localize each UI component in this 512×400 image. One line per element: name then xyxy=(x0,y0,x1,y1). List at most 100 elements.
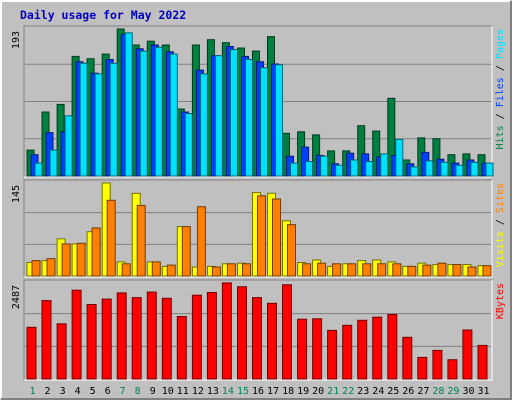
bar-pages-day-26 xyxy=(410,166,419,177)
bar-kbytes-day-24 xyxy=(372,316,383,380)
day-label-14: 14 xyxy=(222,386,234,397)
bar-kbytes-day-29 xyxy=(447,359,458,380)
day-label-28: 28 xyxy=(432,386,444,397)
bar-pages-day-5 xyxy=(94,73,103,177)
bar-pages-day-20 xyxy=(320,155,329,177)
bar-sites-day-14 xyxy=(226,263,236,277)
day-label-16: 16 xyxy=(252,386,264,397)
day-label-27: 27 xyxy=(417,386,429,397)
panel-hits-legend: Hits / Files / Pages xyxy=(495,29,506,149)
bar-kbytes-day-19 xyxy=(297,318,308,380)
bar-sites-day-17 xyxy=(272,198,281,277)
bar-sites-day-28 xyxy=(437,262,447,277)
day-label-17: 17 xyxy=(267,386,279,397)
bar-kbytes-day-27 xyxy=(417,356,428,380)
bar-sites-day-21 xyxy=(332,263,342,277)
day-label-29: 29 xyxy=(447,386,459,397)
day-label-19: 19 xyxy=(297,386,309,397)
bar-kbytes-day-11 xyxy=(176,316,187,380)
panel-visits-max-label: 145 xyxy=(11,185,22,203)
bar-sites-day-3 xyxy=(61,243,71,277)
bar-pages-day-11 xyxy=(184,113,193,177)
bar-sites-day-20 xyxy=(317,262,327,277)
bar-pages-day-27 xyxy=(425,160,434,177)
bar-pages-day-6 xyxy=(109,62,118,177)
legend-separator: / xyxy=(495,213,506,231)
legend-hits: Hits xyxy=(495,125,506,149)
bar-pages-day-28 xyxy=(440,161,449,177)
day-label-25: 25 xyxy=(387,386,399,397)
day-label-9: 9 xyxy=(150,386,156,397)
bar-pages-day-22 xyxy=(350,159,359,177)
legend-visits: Visits xyxy=(495,231,506,267)
bar-kbytes-day-28 xyxy=(432,349,443,380)
bar-pages-day-21 xyxy=(335,164,344,177)
legend-separator: / xyxy=(495,59,506,77)
bar-sites-day-7 xyxy=(121,263,131,277)
day-label-24: 24 xyxy=(372,386,384,397)
bar-kbytes-day-5 xyxy=(86,304,97,380)
day-label-3: 3 xyxy=(60,386,66,397)
chart-panels: 193 Hits / Files / Pages 145 Visits / Sites… xyxy=(11,25,506,381)
day-label-22: 22 xyxy=(342,386,354,397)
bar-sites-day-22 xyxy=(347,263,357,277)
bar-sites-day-19 xyxy=(302,263,312,277)
bar-sites-day-4 xyxy=(76,242,86,277)
panel-kbytes-legend: KBytes xyxy=(495,283,506,319)
legend-kbytes: KBytes xyxy=(495,283,506,319)
panel-visits-bevel xyxy=(24,180,493,278)
bar-sites-day-8 xyxy=(136,204,146,277)
bar-kbytes-day-25 xyxy=(387,314,398,380)
bar-kbytes-day-16 xyxy=(252,297,262,380)
bar-kbytes-day-22 xyxy=(342,324,353,380)
panel-kbytes: 2487 KBytes xyxy=(11,279,506,381)
bar-sites-day-2 xyxy=(46,258,56,277)
bar-sites-day-16 xyxy=(257,195,266,277)
bar-kbytes-day-10 xyxy=(161,297,172,380)
bar-sites-day-30 xyxy=(467,266,477,277)
bar-sites-day-12 xyxy=(196,206,206,277)
bar-sites-day-27 xyxy=(422,264,432,277)
bar-pages-day-1 xyxy=(34,162,43,177)
legend-sites: Sites xyxy=(495,183,506,213)
legend-files: Files xyxy=(495,77,506,107)
bar-kbytes-day-1 xyxy=(26,326,37,380)
bar-pages-day-30 xyxy=(470,161,479,177)
panel-visits: 145 Visits / Sites xyxy=(11,179,506,278)
bar-sites-day-6 xyxy=(106,199,116,277)
series-sites xyxy=(31,195,492,277)
bar-pages-day-23 xyxy=(365,161,374,177)
bar-kbytes-day-9 xyxy=(146,291,157,380)
day-label-15: 15 xyxy=(237,386,249,397)
bar-sites-day-18 xyxy=(287,224,296,277)
bar-pages-day-2 xyxy=(49,149,58,177)
day-label-5: 5 xyxy=(90,386,96,397)
bar-kbytes-day-7 xyxy=(116,292,127,380)
bar-pages-day-25 xyxy=(395,138,404,177)
x-axis-day-labels: 1 2 3 4 5 6 7 8 9 10 11 12 13 14 15 16 17 18 19 20 21 22 23 24 2… xyxy=(29,386,489,397)
bar-kbytes-day-17 xyxy=(267,302,277,380)
bar-pages-day-24 xyxy=(380,153,389,177)
panel-hits: 193 Hits / Files / Pages xyxy=(11,25,506,178)
day-label-10: 10 xyxy=(162,386,174,397)
day-label-2: 2 xyxy=(44,386,50,397)
bar-pages-day-9 xyxy=(154,46,163,177)
day-label-23: 23 xyxy=(357,386,369,397)
bar-pages-day-7 xyxy=(124,32,133,177)
bar-kbytes-day-18 xyxy=(282,284,292,380)
day-label-21: 21 xyxy=(327,386,339,397)
day-label-30: 30 xyxy=(462,386,474,397)
bar-kbytes-day-31 xyxy=(477,344,488,380)
panel-kbytes-max-label: 2487 xyxy=(11,285,22,309)
bar-pages-day-16 xyxy=(260,67,268,177)
bar-sites-day-15 xyxy=(242,263,251,277)
bar-pages-day-31 xyxy=(485,162,494,177)
bar-kbytes-day-15 xyxy=(237,286,247,380)
bar-pages-day-19 xyxy=(305,161,314,177)
legend-pages: Pages xyxy=(495,29,506,59)
day-label-20: 20 xyxy=(312,386,324,397)
panel-hits-max-label: 193 xyxy=(11,31,22,49)
